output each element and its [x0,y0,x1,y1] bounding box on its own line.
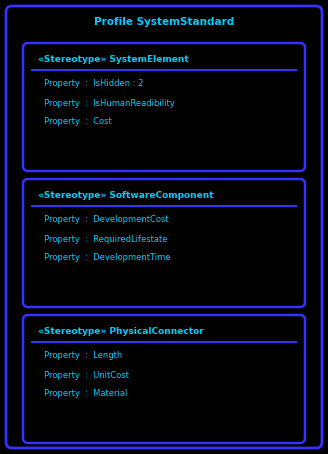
Text: «Stereotype» SystemElement: «Stereotype» SystemElement [38,54,189,64]
Text: Property  :  DevelopmentTime: Property : DevelopmentTime [44,253,171,262]
Text: Property  :  IsHidden : 2: Property : IsHidden : 2 [44,79,143,89]
Text: «Stereotype» SoftwareComponent: «Stereotype» SoftwareComponent [38,191,214,199]
Text: Profile SystemStandard: Profile SystemStandard [94,17,234,27]
FancyBboxPatch shape [23,315,305,443]
Text: Property  :  UnitCost: Property : UnitCost [44,370,129,380]
Text: Property  :  RequiredLifestate: Property : RequiredLifestate [44,235,168,243]
FancyBboxPatch shape [6,6,322,448]
Text: Property  :  Cost: Property : Cost [44,118,112,127]
FancyBboxPatch shape [23,179,305,307]
Text: Property  :  Material: Property : Material [44,390,127,399]
Text: «Stereotype» PhysicalConnector: «Stereotype» PhysicalConnector [38,326,204,336]
Text: Property  :  DevelopmentCost: Property : DevelopmentCost [44,216,169,224]
Text: Property  :  Length: Property : Length [44,351,122,360]
FancyBboxPatch shape [23,43,305,171]
Text: Property  :  IsHumanReadibility: Property : IsHumanReadibility [44,99,175,108]
